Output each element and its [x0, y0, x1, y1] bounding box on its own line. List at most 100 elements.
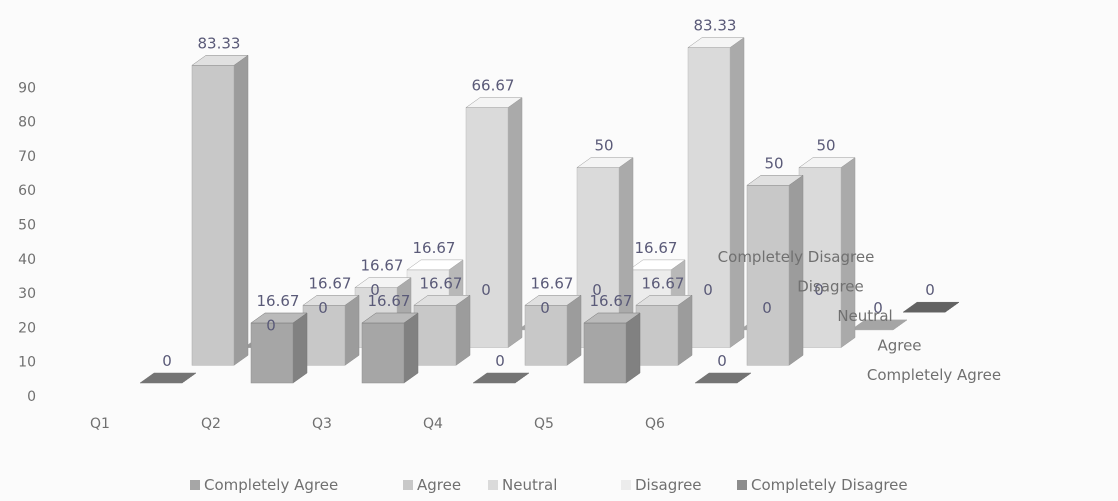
bar-front: [302, 305, 346, 366]
legend-label: Completely Agree: [204, 476, 338, 494]
x-tick-label: Q6: [645, 416, 665, 432]
bar-front: [250, 322, 294, 384]
bar-front: [465, 107, 509, 348]
bar-top: [694, 372, 752, 384]
data-label: 0: [717, 352, 727, 370]
bar-top: [302, 295, 360, 306]
x-tick-label: Q5: [534, 416, 554, 432]
legend-swatch: [190, 480, 200, 490]
x-axis: Q1 Q2 Q3 Q4 Q5 Q6: [90, 416, 665, 432]
y-tick-label: 30: [18, 286, 36, 302]
depth-label-agree: Agree: [877, 337, 921, 355]
bar-neutral-q5: [687, 37, 745, 349]
bar-agree-q4: [524, 294, 582, 366]
bar-side: [788, 174, 804, 366]
bar-top: [583, 312, 641, 324]
bar-agree-q1: [191, 54, 249, 366]
y-tick-label: 40: [18, 252, 36, 268]
data-label: 16.67: [361, 257, 404, 275]
bar-top: [472, 372, 530, 384]
data-label: 0: [318, 299, 328, 317]
bar-side: [292, 312, 308, 384]
bar-top: [524, 295, 582, 306]
data-label: 16.67: [257, 292, 300, 310]
bar-top: [902, 301, 960, 313]
x-tick-label: Q4: [423, 416, 443, 432]
bar-completely-agree-q6: [694, 372, 752, 384]
bar-completely-agree-q5: [583, 312, 641, 384]
bar-top: [746, 175, 804, 186]
y-tick-label: 20: [18, 320, 36, 336]
bar-neutral-q3: [465, 97, 523, 349]
depth-label-neutral: Neutral: [837, 307, 892, 325]
legend-swatch: [737, 480, 747, 490]
data-label: 0: [814, 281, 824, 299]
bar-front: [191, 65, 235, 366]
data-label: 0: [540, 299, 550, 317]
data-label: 50: [594, 137, 613, 155]
bar-completely-disagree-q6: [902, 301, 960, 313]
data-label: 0: [266, 317, 276, 335]
data-label: 0: [925, 281, 935, 299]
data-label: 16.67: [420, 274, 463, 292]
x-tick-label: Q2: [201, 416, 221, 432]
bar-top: [191, 55, 249, 66]
bar-top: [465, 97, 523, 108]
y-axis: 0 10 20 30 40 50 60 70 80 90: [18, 80, 36, 405]
data-label: 0: [762, 299, 772, 317]
bar-side: [507, 97, 523, 349]
bar-completely-agree-q3: [361, 312, 419, 384]
y-tick-label: 0: [27, 389, 36, 405]
legend-swatch: [621, 480, 631, 490]
data-label: 16.67: [590, 292, 633, 310]
bar-completely-agree-q2: [250, 312, 308, 384]
bar-top: [139, 372, 197, 384]
bar-top: [413, 295, 471, 306]
legend-label: Completely Disagree: [751, 476, 908, 494]
depth-axis: Completely Agree Agree Neutral Disagree Comp…: [718, 248, 1001, 384]
depth-label-disagree: Disagree: [797, 278, 864, 296]
bar-agree-q5: [635, 294, 693, 366]
bar-top: [250, 312, 308, 324]
legend-item-disagree: Disagree: [621, 476, 702, 494]
data-label: 0: [370, 281, 380, 299]
y-tick-label: 90: [18, 80, 36, 96]
bar-top: [850, 319, 908, 331]
bar-front: [746, 185, 790, 366]
data-label: 0: [703, 281, 713, 299]
legend-swatch: [488, 480, 498, 490]
legend-item-neutral: Neutral: [488, 476, 557, 494]
data-label: 16.67: [309, 274, 352, 292]
y-tick-label: 10: [18, 355, 36, 371]
bar-top: [798, 157, 856, 168]
bar-side: [403, 312, 419, 384]
legend: Completely Agree Agree Neutral Disagree Comp…: [190, 476, 908, 494]
bar-side: [233, 54, 249, 366]
legend-item-agree: Agree: [403, 476, 461, 494]
bar-neutral-q6: [798, 157, 856, 349]
bar-agree-q3: [413, 294, 471, 366]
data-label: 0: [873, 299, 883, 317]
bar-front: [687, 47, 731, 348]
y-tick-label: 60: [18, 183, 36, 199]
data-label: 16.67: [642, 274, 685, 292]
data-label: 0: [481, 281, 491, 299]
bar-front: [635, 305, 679, 366]
bar-completely-agree-q4: [472, 372, 530, 384]
bar-top: [628, 259, 686, 271]
y-tick-label: 50: [18, 218, 36, 234]
data-label: 83.33: [694, 17, 737, 35]
data-label: 16.67: [368, 292, 411, 310]
bar-top: [361, 312, 419, 324]
bar-front: [413, 305, 457, 366]
legend-label: Disagree: [635, 476, 702, 494]
bar-agree-q2: [302, 294, 360, 366]
bar-top: [576, 157, 634, 168]
bar-side: [677, 294, 693, 366]
data-label: 0: [162, 352, 172, 370]
bar-side: [625, 312, 641, 384]
x-tick-label: Q1: [90, 416, 110, 432]
